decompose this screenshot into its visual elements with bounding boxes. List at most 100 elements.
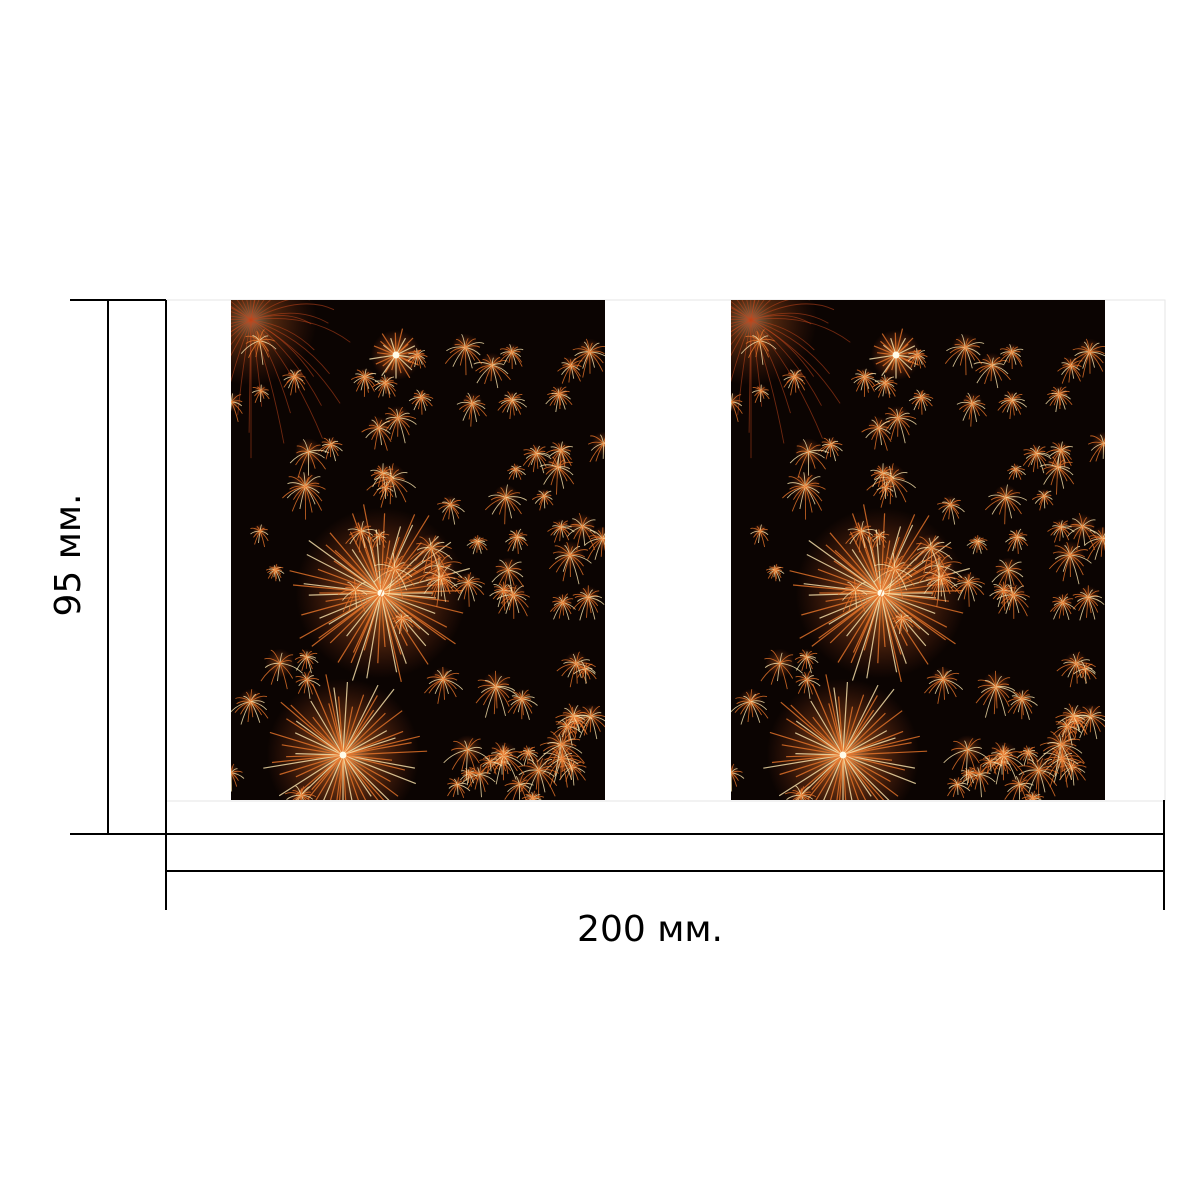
firework-burst	[587, 431, 605, 463]
firework-burst	[1084, 526, 1105, 560]
firework-burst	[850, 367, 881, 397]
firework-burst	[284, 783, 317, 800]
fireworks-photo-left	[231, 300, 605, 800]
firework-burst	[539, 453, 575, 495]
firework-burst	[997, 391, 1028, 420]
firework-burst	[905, 348, 928, 369]
firework-burst	[731, 300, 851, 459]
firework-burst	[763, 674, 928, 800]
firework-burst	[794, 648, 819, 674]
firework-burst	[795, 670, 821, 699]
firework-burst	[379, 405, 417, 444]
firework-burst	[973, 352, 1011, 389]
firework-burst	[1005, 528, 1029, 554]
firework-burst	[289, 438, 330, 479]
firework-burst	[318, 436, 343, 462]
firework-burst	[837, 577, 869, 613]
firework-burst	[263, 674, 428, 800]
firework-burst	[475, 670, 518, 718]
firework-burst	[531, 488, 554, 511]
fireworks-photo-right	[731, 300, 1105, 800]
firework-burst	[573, 661, 597, 684]
firework-burst	[479, 754, 503, 775]
firework-burst	[391, 611, 414, 634]
firework-burst	[376, 481, 394, 500]
firework-burst	[507, 688, 538, 721]
firework-burst	[418, 550, 463, 600]
firework-burst	[1045, 385, 1073, 413]
firework-burst	[505, 528, 529, 554]
firework-burst	[499, 343, 524, 370]
firework-burst	[1021, 790, 1045, 800]
firework-burst	[231, 392, 243, 423]
firework-burst	[961, 763, 996, 798]
firework-burst	[908, 389, 934, 415]
firework-burst	[782, 368, 806, 396]
firework-burst	[568, 338, 605, 378]
firework-burst	[545, 385, 573, 413]
firework-burst	[910, 533, 953, 577]
firework-burst	[765, 563, 785, 582]
firework-burst	[491, 557, 524, 597]
firework-burst	[731, 688, 769, 725]
firework-burst	[966, 534, 988, 555]
firework-burst	[991, 557, 1024, 597]
firework-burst	[1073, 661, 1097, 684]
firework-burst	[984, 484, 1028, 525]
firework-burst	[231, 763, 245, 792]
firework-burst	[282, 368, 306, 396]
firework-burst	[873, 552, 919, 599]
firework-burst	[424, 666, 464, 704]
firework-burst	[869, 529, 890, 548]
firework-burst	[444, 333, 485, 376]
firework-burst	[936, 495, 965, 525]
firework-burst	[760, 648, 803, 690]
firework-burst	[495, 582, 530, 619]
firework-burst	[350, 367, 381, 397]
firework-burst	[563, 512, 598, 551]
firework-burst	[789, 438, 830, 479]
firework-burst	[1039, 453, 1075, 495]
firework-burst	[410, 533, 453, 577]
firework-burst	[924, 666, 964, 704]
firework-burst	[436, 495, 465, 525]
firework-burst	[250, 523, 269, 548]
firework-burst	[731, 763, 745, 792]
firework-burst	[521, 790, 545, 800]
firework-burst	[731, 392, 743, 423]
firework-burst	[251, 384, 270, 403]
firework-burst	[891, 611, 914, 634]
firework-burst	[361, 416, 392, 451]
firework-burst	[265, 563, 285, 582]
firework-burst	[943, 735, 990, 781]
firework-burst	[999, 343, 1024, 370]
firework-burst	[1050, 593, 1076, 621]
firework-burst	[1047, 518, 1075, 543]
firework-burst	[876, 481, 894, 500]
firework-burst	[951, 571, 986, 607]
firework-burst	[861, 416, 892, 451]
firework-burst	[1004, 773, 1034, 800]
firework-burst	[294, 648, 319, 674]
firework-burst	[944, 333, 985, 376]
firework-burst	[557, 356, 583, 384]
firework-burst	[507, 463, 526, 480]
firework-burst	[572, 585, 605, 621]
firework-burst	[1072, 585, 1105, 621]
firework-burst	[451, 571, 486, 607]
firework-burst	[1063, 512, 1098, 551]
firework-burst	[751, 384, 770, 403]
firework-burst	[818, 436, 843, 462]
firework-burst	[372, 374, 398, 398]
firework-burst	[1031, 488, 1054, 511]
firework-burst	[345, 520, 378, 553]
firework-burst	[260, 648, 303, 690]
width-dimension-label: 200 мм.	[577, 909, 723, 950]
firework-burst	[497, 391, 528, 420]
firework-burst	[456, 392, 487, 427]
firework-burst	[1007, 463, 1026, 480]
firework-burst	[1053, 717, 1082, 746]
firework-burst	[979, 754, 1003, 775]
